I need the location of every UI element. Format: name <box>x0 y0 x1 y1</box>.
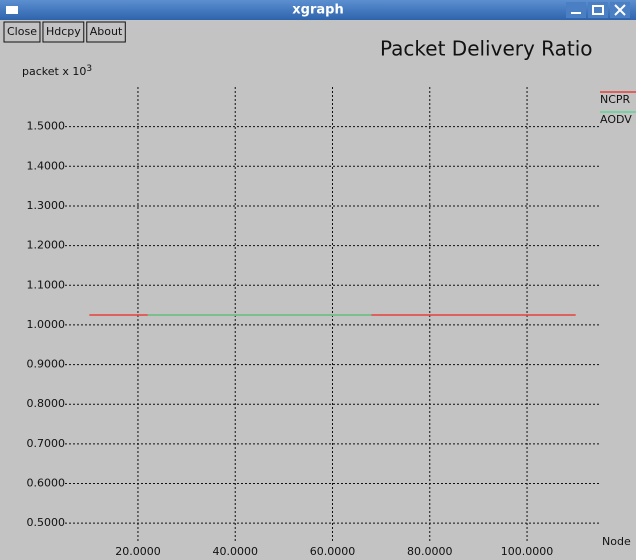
minimize-button[interactable] <box>566 2 586 18</box>
y-tick-label: 1.2000 <box>27 239 66 252</box>
button-frame <box>86 21 126 43</box>
window-title: xgraph <box>292 3 343 18</box>
title-bar <box>0 0 636 20</box>
y-tick-label: 0.9000 <box>27 358 66 371</box>
toolbar-button[interactable]: About <box>86 21 126 43</box>
x-tick-label: 60.0000 <box>310 545 356 558</box>
y-tick-label: 0.8000 <box>27 397 66 410</box>
maximize-button[interactable] <box>588 2 608 18</box>
button-label: About <box>90 25 123 38</box>
toolbar-button[interactable]: Hdcpy <box>42 21 85 43</box>
maximize-icon <box>592 5 604 15</box>
y-axis-label-exponent: 3 <box>86 64 92 74</box>
y-tick-label: 0.5000 <box>27 516 66 529</box>
x-axis-label: Node <box>602 535 631 548</box>
x-tick-label: 100.0000 <box>501 545 554 558</box>
x-tick-label: 80.0000 <box>407 545 453 558</box>
window-controls <box>566 2 630 18</box>
close-icon <box>614 4 626 16</box>
button-label: Close <box>7 25 37 38</box>
y-tick-label: 1.0000 <box>27 318 66 331</box>
y-tick-label: 1.1000 <box>27 278 66 291</box>
button-frame <box>3 21 41 43</box>
button-frame <box>42 21 85 43</box>
button-label: Hdcpy <box>46 25 81 38</box>
x-tick-label: 20.0000 <box>115 545 161 558</box>
y-axis-label-text: packet x 10 <box>22 65 86 78</box>
window-menu-icon[interactable] <box>6 6 18 14</box>
y-tick-label: 1.3000 <box>27 199 66 212</box>
y-tick-label: 1.4000 <box>27 159 66 172</box>
y-tick-label: 0.7000 <box>27 437 66 450</box>
legend-label: NCPR <box>600 93 631 106</box>
chart-title: Packet Delivery Ratio <box>380 37 593 61</box>
y-axis-label: packet x 103 <box>22 64 92 79</box>
y-tick-label: 0.6000 <box>27 477 66 490</box>
toolbar-button[interactable]: Close <box>3 21 41 43</box>
x-tick-label: 40.0000 <box>212 545 258 558</box>
y-tick-label: 1.5000 <box>27 120 66 133</box>
legend-label: AODV <box>600 113 632 126</box>
